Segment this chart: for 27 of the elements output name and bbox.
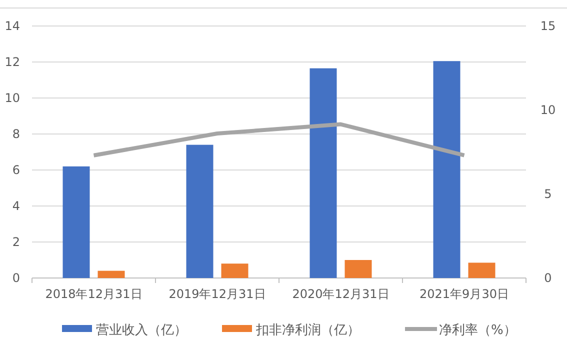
x-tick-label: 2020年12月31日 — [292, 287, 390, 301]
y2-tick-label: 0 — [544, 271, 552, 285]
x-tick-label: 2019年12月31日 — [168, 287, 266, 301]
y-tick-label: 8 — [12, 127, 20, 141]
y2-tick-label: 5 — [544, 187, 552, 201]
y-tick-label: 4 — [12, 199, 20, 213]
bar — [98, 270, 125, 278]
y-tick-label: 2 — [12, 235, 20, 249]
bar — [186, 144, 214, 278]
x-tick-label: 2021年9月30日 — [420, 287, 509, 301]
y2-tick-label: 15 — [540, 19, 556, 33]
y-tick-label: 6 — [12, 163, 20, 177]
y2-tick-label: 10 — [540, 103, 556, 117]
y-tick-label: 10 — [4, 91, 20, 105]
y-tick-label: 14 — [4, 19, 20, 33]
bar — [221, 264, 248, 278]
bar — [468, 262, 496, 278]
bar — [344, 260, 372, 278]
bar — [433, 61, 460, 278]
y-tick-label: 12 — [4, 55, 20, 69]
legend-label: 营业收入（亿） — [96, 323, 187, 338]
x-tick-label: 2018年12月31日 — [45, 287, 142, 301]
legend-label: 净利率（%） — [439, 322, 516, 338]
bar — [310, 68, 337, 278]
bar — [62, 166, 90, 278]
legend-label: 扣非净利润（亿） — [255, 323, 360, 338]
y-tick-label: 0 — [12, 271, 20, 285]
